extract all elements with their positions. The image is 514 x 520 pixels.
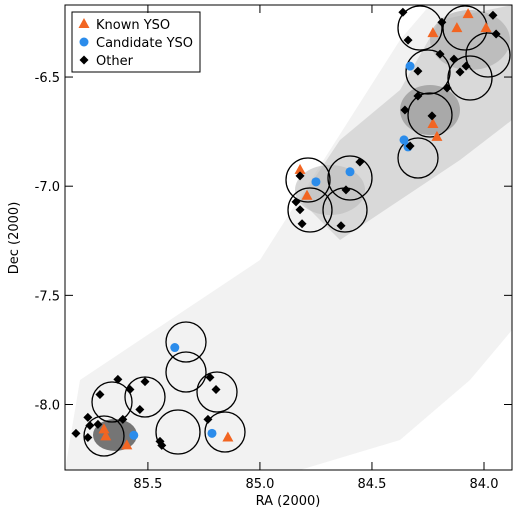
marker-diamond [83, 412, 93, 422]
marker-triangle [294, 163, 306, 174]
marker-diamond [203, 414, 213, 424]
field [285, 157, 331, 203]
marker-diamond [118, 414, 128, 424]
marker-circle [399, 135, 409, 145]
field [91, 381, 133, 423]
marker-diamond [85, 420, 95, 430]
field [405, 49, 451, 95]
marker-diamond [398, 7, 408, 17]
field [397, 137, 439, 179]
legend-label: Known YSO [96, 18, 170, 33]
field [465, 32, 511, 78]
marker-triangle [431, 130, 443, 141]
marker-diamond [79, 55, 89, 65]
y-tick-label: -8.0 [35, 399, 60, 414]
marker-circle [405, 61, 415, 71]
marker-diamond [295, 171, 305, 181]
field [287, 187, 333, 233]
marker-diamond [427, 111, 437, 121]
survey-fields [83, 5, 511, 457]
marker-diamond [113, 374, 123, 384]
marker-diamond [488, 10, 498, 20]
marker-diamond [455, 67, 465, 77]
marker-triangle [222, 431, 234, 442]
marker-circle [311, 177, 321, 187]
field [447, 55, 493, 101]
legend-label: Candidate YSO [96, 36, 193, 51]
marker-diamond [355, 157, 365, 167]
marker-triangle [451, 22, 463, 33]
marker-circle [129, 430, 139, 440]
marker-diamond [400, 105, 410, 115]
marker-circle [345, 167, 355, 177]
legend [71, 11, 201, 73]
marker-diamond [291, 197, 301, 207]
marker-diamond [125, 384, 135, 394]
field [165, 351, 207, 393]
nebula-core [295, 165, 365, 215]
marker-diamond [437, 17, 447, 27]
marker-diamond [491, 29, 501, 39]
nebula-core [430, 10, 510, 70]
field [407, 92, 453, 138]
field [165, 321, 207, 363]
marker-diamond [135, 405, 145, 415]
field [83, 415, 125, 457]
marker-diamond [211, 384, 221, 394]
y-tick-label: -7.5 [35, 289, 60, 304]
marker-diamond [95, 389, 105, 399]
marker-triangle [480, 22, 492, 33]
marker-diamond [341, 185, 351, 195]
marker-triangle [301, 189, 313, 200]
marker-diamond [93, 419, 103, 429]
marker-diamond [83, 432, 93, 442]
field [204, 411, 246, 453]
y-axis-label: Dec (2000) [7, 202, 22, 275]
marker-circle [207, 428, 217, 438]
marker-triangle [121, 439, 133, 450]
x-tick-label: 84.0 [470, 477, 499, 492]
marker-triangle [78, 18, 90, 28]
marker-triangle [427, 117, 439, 128]
marker-diamond [435, 49, 445, 59]
field [327, 155, 373, 201]
plot-frame [64, 4, 513, 471]
marker-triangle [462, 8, 474, 19]
field [196, 371, 238, 413]
x-axis-label: RA (2000) [256, 494, 321, 509]
marker-diamond [157, 440, 167, 450]
field [155, 409, 201, 455]
marker-diamond [461, 61, 471, 71]
marker-diamond [71, 428, 81, 438]
y-tick-label: -7.0 [35, 180, 60, 195]
x-tick-label: 85.5 [133, 477, 162, 492]
marker-diamond [297, 219, 307, 229]
x-tick-label: 84.5 [357, 477, 386, 492]
marker-triangle [100, 430, 112, 441]
marker-diamond [413, 91, 423, 101]
marker-diamond [403, 35, 413, 45]
legend-label: Other [96, 54, 134, 69]
field [124, 376, 166, 418]
marker-triangle [427, 27, 439, 38]
marker-circle [170, 343, 180, 353]
field [397, 5, 443, 51]
marker-diamond [140, 377, 150, 387]
marker-diamond [442, 83, 452, 93]
marker-diamond [205, 372, 215, 382]
marker-diamond [449, 54, 459, 64]
marker-triangle [98, 423, 110, 434]
marker-diamond [405, 141, 415, 151]
y-tick-label: -6.5 [35, 71, 60, 86]
marker-diamond [413, 66, 423, 76]
marker-diamond [336, 221, 346, 231]
marker-circle [79, 37, 89, 47]
marker-diamond [295, 205, 305, 215]
x-tick-label: 85.0 [245, 477, 274, 492]
